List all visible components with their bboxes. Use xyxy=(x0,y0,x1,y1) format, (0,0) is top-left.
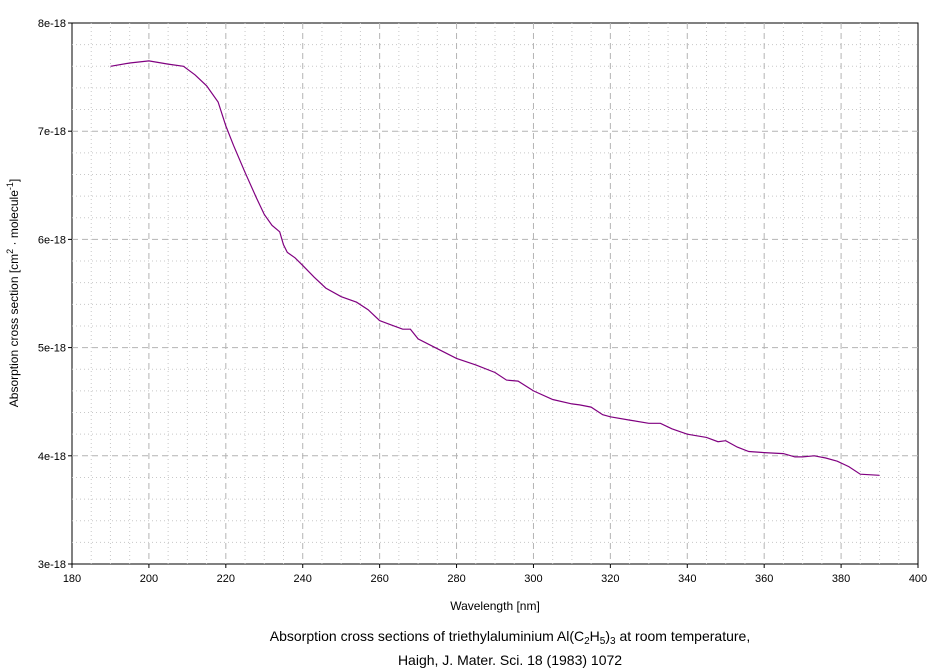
y-axis-tick-labels: 3e-18 4e-18 5e-18 6e-18 7e-18 8e-18 xyxy=(38,18,72,571)
x-tick-label: 400 xyxy=(909,573,927,585)
x-tick-label: 280 xyxy=(447,573,465,585)
y-tick-label: 5e-18 xyxy=(38,343,66,355)
x-tick-label: 200 xyxy=(140,573,158,585)
x-axis-title: Wavelength [nm] xyxy=(450,599,540,613)
minor-gridlines xyxy=(72,23,918,564)
y-tick-label: 7e-18 xyxy=(38,126,66,138)
y-tick-label: 4e-18 xyxy=(38,451,66,463)
y-tick-label: 8e-18 xyxy=(38,18,66,30)
major-gridlines xyxy=(72,23,918,564)
x-tick-label: 320 xyxy=(601,573,619,585)
caption-line-2: Haigh, J. Mater. Sci. 18 (1983) 1072 xyxy=(397,652,623,668)
series-line xyxy=(110,60,880,476)
x-tick-label: 260 xyxy=(370,573,388,585)
y-tick-label: 6e-18 xyxy=(38,234,66,246)
x-tick-label: 380 xyxy=(832,573,850,585)
x-tick-label: 340 xyxy=(678,573,696,585)
caption-line-1: Absorption cross sections of triethylalu… xyxy=(269,628,751,647)
x-tick-label: 220 xyxy=(217,573,235,585)
plot-area xyxy=(71,22,919,565)
x-axis-tick-labels: 180 200 220 240 260 280 300 320 340 360 380 400 xyxy=(63,564,927,585)
x-tick-label: 180 xyxy=(63,573,81,585)
x-tick-label: 300 xyxy=(524,573,542,585)
x-tick-label: 240 xyxy=(294,573,312,585)
x-tick-label: 360 xyxy=(755,573,773,585)
y-axis-title: Absorption cross section [cm2 · molecule… xyxy=(5,179,21,407)
y-tick-label: 3e-18 xyxy=(38,559,66,571)
